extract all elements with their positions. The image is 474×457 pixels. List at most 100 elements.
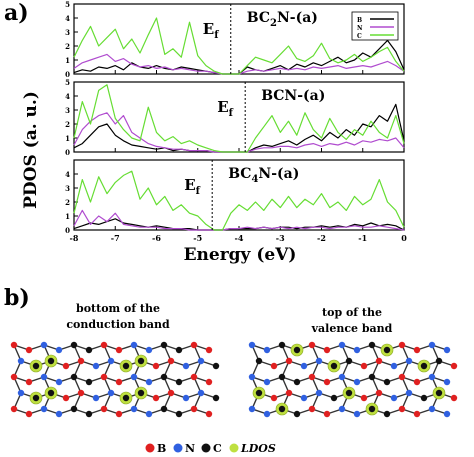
x-tick-label: -7	[111, 233, 120, 243]
legend-label: C	[357, 33, 362, 40]
atom-n	[300, 362, 308, 370]
atom-c	[122, 394, 130, 402]
atom-n	[338, 341, 346, 349]
atom-c	[175, 410, 183, 418]
atom-c	[330, 362, 338, 370]
atom-n	[428, 373, 436, 381]
legend-label: B	[357, 17, 362, 24]
atom-c	[435, 357, 443, 365]
legend-label: N	[357, 25, 363, 32]
atom-n	[353, 410, 361, 418]
atom-c	[330, 394, 338, 402]
x-tick-label: -2	[317, 233, 326, 243]
atom-n	[182, 362, 190, 370]
atom-b	[10, 341, 18, 349]
atom-legend-label: LDOS	[240, 442, 276, 455]
atom-c	[47, 357, 55, 365]
atom-c	[435, 389, 443, 397]
atom-n	[405, 357, 413, 365]
atom-c	[212, 394, 220, 402]
atom-n	[55, 410, 63, 418]
atom-b	[308, 405, 316, 413]
atom-b	[450, 394, 458, 402]
atom-c	[137, 357, 145, 365]
x-tick-label: -8	[70, 233, 79, 243]
atom-n	[315, 357, 323, 365]
atom-n	[315, 389, 323, 397]
atom-b	[285, 357, 293, 365]
y-tick-label: 5	[65, 0, 70, 9]
atom-c	[293, 378, 301, 386]
atom-n	[40, 405, 48, 413]
plot-frame	[73, 81, 405, 153]
atom-b	[323, 410, 331, 418]
legend-dot	[173, 443, 183, 453]
atom-c	[368, 373, 376, 381]
atom-c	[255, 389, 263, 397]
atom-b	[360, 394, 368, 402]
nanosheet-structure	[248, 341, 458, 418]
atom-b	[25, 410, 33, 418]
atom-b	[100, 373, 108, 381]
atom-c	[255, 357, 263, 365]
series-c-line	[73, 17, 405, 75]
atom-c	[137, 389, 145, 397]
atom-b	[398, 373, 406, 381]
atom-c	[175, 346, 183, 354]
atom-b	[323, 346, 331, 354]
atom-c	[160, 341, 168, 349]
atom-n	[443, 346, 451, 354]
atom-n	[353, 346, 361, 354]
legend-dot	[145, 443, 155, 453]
atom-c	[420, 362, 428, 370]
atom-n	[55, 378, 63, 386]
atom-b	[205, 410, 213, 418]
atom-b	[167, 357, 175, 365]
atom-legend-label: B	[157, 442, 166, 455]
atom-n	[390, 362, 398, 370]
atom-n	[92, 362, 100, 370]
atom-b	[115, 410, 123, 418]
atom-b	[205, 378, 213, 386]
atom-n	[248, 405, 256, 413]
legend-dot	[201, 443, 211, 453]
atom-c	[47, 389, 55, 397]
atom-c	[383, 346, 391, 354]
atom-n	[428, 405, 436, 413]
y-tick-label: 0	[65, 148, 70, 157]
y-tick-label: 1	[65, 134, 70, 143]
atom-c	[368, 405, 376, 413]
atom-n	[248, 373, 256, 381]
x-tick-label: 0	[401, 233, 407, 243]
atom-n	[40, 341, 48, 349]
caption-left-line2: conduction band	[66, 318, 170, 331]
atom-n	[40, 373, 48, 381]
legend-dot	[229, 443, 239, 453]
atom-b	[100, 341, 108, 349]
atom-c	[32, 394, 40, 402]
atom-b	[77, 389, 85, 397]
y-tick-label: 4	[65, 92, 70, 101]
nanosheet-structure	[10, 341, 220, 418]
atom-b	[25, 378, 33, 386]
atom-c	[175, 378, 183, 386]
atom-c	[70, 373, 78, 381]
atom-c	[278, 373, 286, 381]
panel-title: BC4N-(a)	[228, 166, 299, 185]
panel-a-label: a)	[4, 0, 29, 26]
atom-b	[413, 346, 421, 354]
atom-n	[300, 394, 308, 402]
pdos-panel-bc2n: 0 1 2 3 4 5 Ef BC2N-(a) BNC	[65, 0, 405, 79]
atom-b	[10, 373, 18, 381]
pdos-panel-bcn: 0 1 2 3 4 5 Ef BCN-(a)	[65, 78, 405, 157]
atom-c	[383, 378, 391, 386]
atom-b	[270, 362, 278, 370]
atom-n	[263, 378, 271, 386]
y-tick-label: 5	[65, 78, 70, 87]
atom-b	[308, 373, 316, 381]
atom-n	[92, 394, 100, 402]
atom-b	[25, 346, 33, 354]
atom-c	[278, 341, 286, 349]
y-tick-label: 2	[65, 120, 70, 129]
